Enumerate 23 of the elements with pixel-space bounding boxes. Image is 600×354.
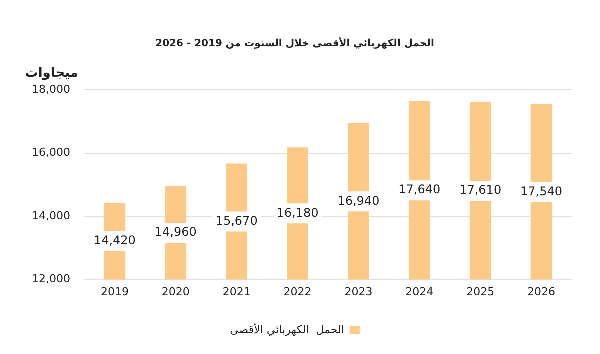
x-tick-label: 2021: [222, 285, 251, 298]
y-tick-label: 12,000: [32, 272, 70, 286]
y-tick-label: 14,000: [32, 209, 70, 222]
chart-title: الحمل الكهربائي الأقصى خلال السنوت من 2019 - 2026: [156, 36, 434, 50]
data-label: 14,960: [154, 225, 197, 240]
x-tick-label: 2024: [406, 285, 434, 298]
data-label: 15,670: [216, 214, 258, 228]
x-tick-label: 2023: [344, 285, 373, 298]
x-tick-label: 2019: [100, 285, 129, 298]
x-tick-label: 2026: [528, 285, 556, 298]
data-label: 17,610: [460, 183, 502, 198]
data-label: 14,420: [94, 234, 136, 248]
y-tick-label: 18,000: [32, 82, 70, 96]
data-label: 16,180: [276, 206, 319, 220]
x-tick-label: 2020: [162, 285, 190, 298]
x-tick-label: 2022: [284, 285, 312, 298]
y-tick-label: 16,000: [32, 146, 70, 160]
data-label: 17,540: [520, 184, 563, 198]
data-label: 16,940: [338, 194, 380, 208]
x-tick-label: 2025: [466, 285, 495, 298]
legend-label: الحمل الكهربائي الأقصى: [230, 322, 344, 336]
y-axis-title: ميجاوات: [25, 66, 78, 81]
data-label: 17,640: [398, 182, 441, 197]
